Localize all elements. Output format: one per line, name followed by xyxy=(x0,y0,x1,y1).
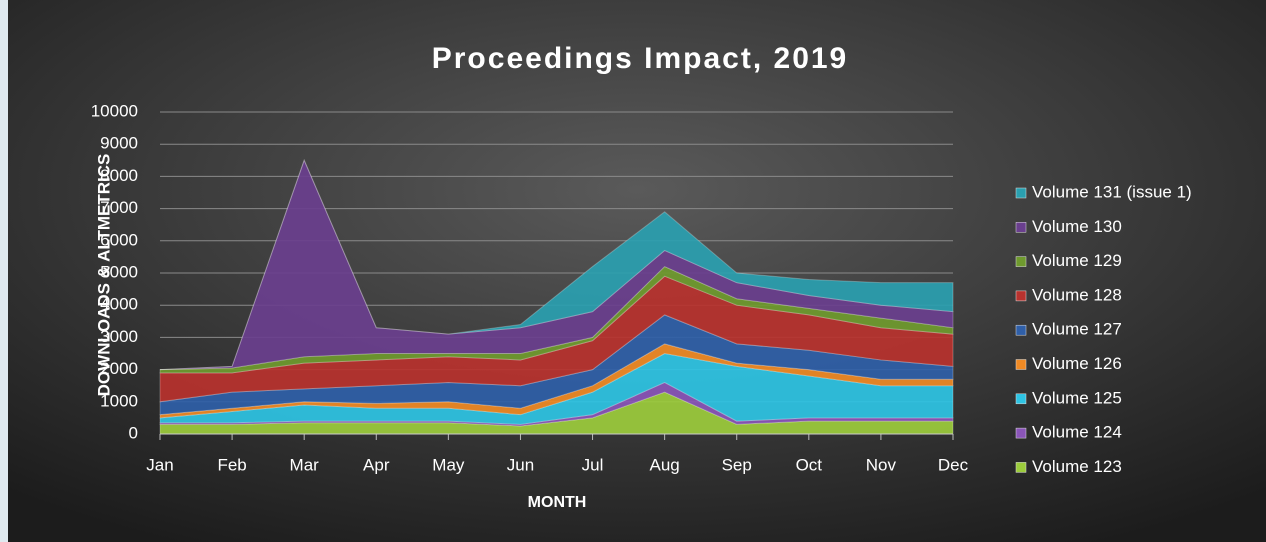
y-tick-label: 2000 xyxy=(100,359,138,378)
chart-title: Proceedings Impact, 2019 xyxy=(432,42,849,75)
x-tick-label: Apr xyxy=(363,455,390,474)
y-tick-label: 7000 xyxy=(100,198,138,217)
x-tick-label: Jul xyxy=(582,455,604,474)
legend-label: Volume 125 xyxy=(1032,388,1122,407)
legend-label: Volume 127 xyxy=(1032,320,1122,339)
legend-swatch xyxy=(1015,187,1027,199)
legend-label: Volume 126 xyxy=(1032,354,1122,373)
y-tick-label: 5000 xyxy=(100,262,138,281)
legend-label: Volume 124 xyxy=(1032,423,1122,442)
y-tick-label: 4000 xyxy=(100,295,138,314)
x-tick-label: Sep xyxy=(722,455,752,474)
legend-label: Volume 129 xyxy=(1032,251,1122,270)
legend-label: Volume 128 xyxy=(1032,285,1122,304)
legend-swatch xyxy=(1015,359,1027,370)
legend-swatch xyxy=(1015,324,1027,336)
y-tick-label: 1000 xyxy=(100,391,138,410)
legend-swatch xyxy=(1015,256,1027,267)
x-axis-label: MONTH xyxy=(528,494,587,511)
x-tick-label: Jan xyxy=(146,455,173,474)
y-tick-label: 6000 xyxy=(100,230,138,249)
y-tick-label: 10000 xyxy=(91,101,138,120)
legend-swatch xyxy=(1015,290,1027,302)
area xyxy=(159,158,954,371)
x-tick-label: Oct xyxy=(796,455,823,474)
legend-label: Volume 131 (issue 1) xyxy=(1032,182,1192,201)
legend-swatch xyxy=(1015,222,1027,233)
x-tick-label: Dec xyxy=(938,455,969,474)
y-tick-label: 9000 xyxy=(100,134,138,153)
legend-swatch xyxy=(1015,462,1027,473)
legend-swatch xyxy=(1015,393,1027,405)
legend-swatch xyxy=(1015,427,1027,439)
y-tick-label: 8000 xyxy=(100,166,138,185)
x-tick-label: Nov xyxy=(866,455,897,474)
x-tick-label: Jun xyxy=(507,455,534,474)
x-tick-label: May xyxy=(432,455,465,474)
y-tick-label: 0 xyxy=(129,423,138,442)
y-tick-label: 3000 xyxy=(100,327,138,346)
area xyxy=(159,158,954,371)
x-tick-label: Feb xyxy=(217,455,246,474)
legend-label: Volume 130 xyxy=(1032,217,1122,236)
x-tick-label: Mar xyxy=(290,455,320,474)
x-tick-label: Aug xyxy=(650,455,680,474)
y-axis-label: DOWNLOADS & ALTMETRICS xyxy=(94,154,113,397)
legend-label: Volume 123 xyxy=(1032,457,1122,476)
